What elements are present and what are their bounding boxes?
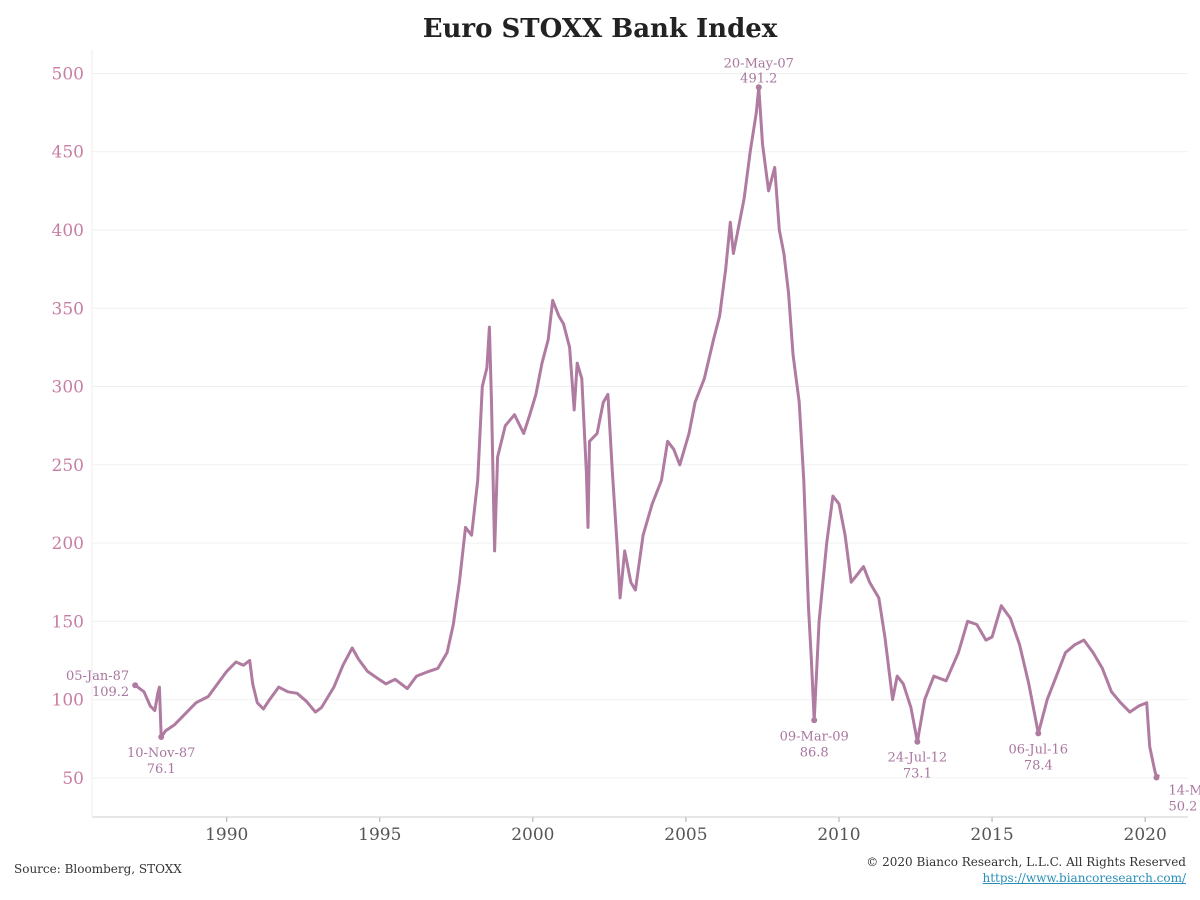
annotation-value: 86.8 bbox=[800, 745, 829, 760]
annotation-value: 76.1 bbox=[147, 762, 176, 777]
annotation-value: 78.4 bbox=[1024, 758, 1053, 773]
y-tick-label: 500 bbox=[52, 64, 84, 84]
annotation-point bbox=[158, 734, 165, 741]
gridlines bbox=[92, 72, 1188, 779]
x-tick-label: 2005 bbox=[664, 825, 707, 845]
x-tick-label: 2015 bbox=[970, 825, 1013, 845]
x-tick-label: 2010 bbox=[817, 825, 860, 845]
y-tick-label: 350 bbox=[52, 299, 84, 319]
y-tick-label: 250 bbox=[52, 456, 84, 476]
annotation-point bbox=[755, 84, 762, 91]
annotation-value: 109.2 bbox=[92, 685, 129, 700]
x-tick-label: 2020 bbox=[1124, 825, 1167, 845]
annotation-date: 14-May-20 bbox=[1168, 784, 1200, 799]
x-axis: 1990 1995 2000 2005 2010 2015 2020 bbox=[205, 817, 1167, 845]
annotation-value: 50.2 bbox=[1168, 800, 1197, 815]
annotation-date: 05-Jan-87 bbox=[66, 669, 129, 684]
y-axis: 50 100 150 200 250 300 350 400 450 500 bbox=[52, 64, 84, 788]
annotation-date: 09-Mar-09 bbox=[780, 729, 849, 744]
annotation-point bbox=[1035, 730, 1042, 737]
annotation-value: 73.1 bbox=[903, 767, 932, 782]
annotation-point bbox=[132, 682, 139, 689]
series-line-index bbox=[134, 85, 1161, 780]
y-tick-label: 400 bbox=[52, 221, 84, 241]
y-tick-label: 150 bbox=[52, 612, 84, 632]
annotation-point bbox=[1153, 774, 1160, 781]
x-tick-label: 1995 bbox=[358, 825, 401, 845]
annotation-point bbox=[811, 717, 818, 724]
annotation-date: 10-Nov-87 bbox=[127, 746, 195, 761]
x-tick-label: 2000 bbox=[511, 825, 554, 845]
annotation-value: 491.2 bbox=[740, 71, 777, 86]
annotation-date: 24-Jul-12 bbox=[888, 751, 948, 766]
annotation-date: 20-May-07 bbox=[724, 56, 794, 71]
source-note: Source: Bloomberg, STOXX bbox=[14, 862, 182, 876]
website-link[interactable]: https://www.biancoresearch.com/ bbox=[982, 871, 1186, 885]
y-tick-label: 300 bbox=[52, 378, 84, 398]
x-tick-label: 1990 bbox=[205, 825, 248, 845]
y-tick-label: 100 bbox=[52, 691, 84, 711]
annotation-point bbox=[914, 738, 921, 745]
y-tick-label: 200 bbox=[52, 534, 84, 554]
y-tick-label: 50 bbox=[62, 769, 84, 789]
chart-title: Euro STOXX Bank Index bbox=[422, 14, 778, 44]
footer-credits: © 2020 Bianco Research, L.L.C. All Right… bbox=[866, 854, 1186, 886]
y-tick-label: 450 bbox=[52, 143, 84, 163]
annotation-date: 06-Jul-16 bbox=[1008, 742, 1068, 757]
copyright-text: © 2020 Bianco Research, L.L.C. All Right… bbox=[866, 855, 1186, 869]
